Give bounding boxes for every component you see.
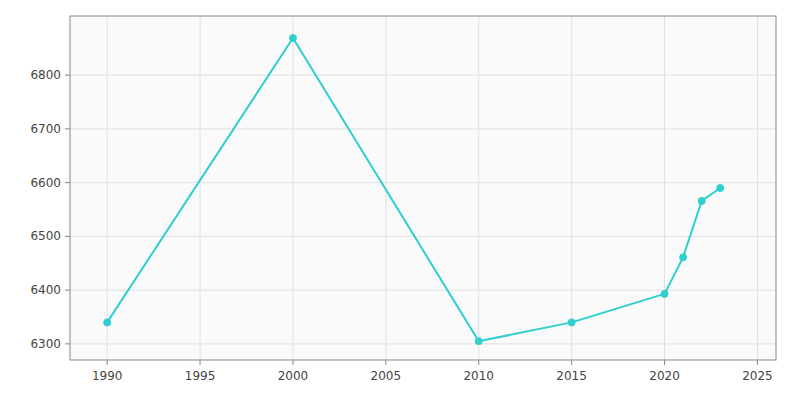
y-grid-line	[70, 182, 776, 183]
x-grid-line	[107, 16, 108, 360]
y-tick	[65, 343, 70, 344]
y-grid-line	[70, 128, 776, 129]
x-grid-line	[292, 16, 293, 360]
data-group	[104, 35, 724, 345]
chart-container: 1990 1995 2000 2005 2010 2015 2020 2025 6300 6400…	[0, 0, 800, 400]
chart-svg: 1990 1995 2000 2005 2010 2015 2020 2025 6300 6400…	[0, 0, 800, 400]
x-tick-label: 2005	[371, 369, 402, 383]
x-tick-label: 2000	[278, 369, 309, 383]
y-grid-line	[70, 290, 776, 291]
x-grid-line	[757, 16, 758, 360]
data-line	[107, 38, 720, 341]
plot-background	[70, 16, 776, 360]
y-grid-line	[70, 75, 776, 76]
grid	[70, 16, 776, 360]
y-tick	[65, 236, 70, 237]
x-tick-label: 1995	[185, 369, 216, 383]
y-tick-label: 6400	[30, 283, 61, 297]
x-grid-line	[664, 16, 665, 360]
page: {"chart_data": {"type": "line", "x": [19…	[0, 0, 800, 400]
data-point	[568, 319, 575, 326]
x-tick	[757, 360, 758, 365]
plot-frame	[70, 16, 776, 360]
x-tick-label: 2020	[649, 369, 680, 383]
y-grid-line	[70, 343, 776, 344]
y-grid-line	[70, 236, 776, 237]
data-point	[475, 338, 482, 345]
data-point	[661, 290, 668, 297]
x-grid-line	[200, 16, 201, 360]
x-tick-label: 2010	[463, 369, 494, 383]
y-tick-label: 6700	[30, 122, 61, 136]
data-point	[680, 254, 687, 261]
y-tick-label: 6800	[30, 68, 61, 82]
y-tick	[65, 128, 70, 129]
data-point	[289, 35, 296, 42]
x-grid-line	[571, 16, 572, 360]
x-tick-label: 2015	[556, 369, 587, 383]
x-tick	[385, 360, 386, 365]
y-tick	[65, 182, 70, 183]
axes: 1990 1995 2000 2005 2010 2015 2020 2025 6300 6400…	[30, 68, 772, 383]
data-point	[717, 185, 724, 192]
x-tick	[107, 360, 108, 365]
x-tick	[664, 360, 665, 365]
y-tick	[65, 75, 70, 76]
y-tick-label: 6300	[30, 337, 61, 351]
x-tick-label: 1990	[92, 369, 123, 383]
data-point	[104, 319, 111, 326]
x-tick	[200, 360, 201, 365]
y-tick-label: 6600	[30, 176, 61, 190]
data-point	[698, 197, 705, 204]
x-tick	[478, 360, 479, 365]
x-tick	[292, 360, 293, 365]
x-tick	[571, 360, 572, 365]
x-tick-label: 2025	[742, 369, 773, 383]
y-tick-label: 6500	[30, 229, 61, 243]
y-tick	[65, 290, 70, 291]
x-grid-line	[478, 16, 479, 360]
